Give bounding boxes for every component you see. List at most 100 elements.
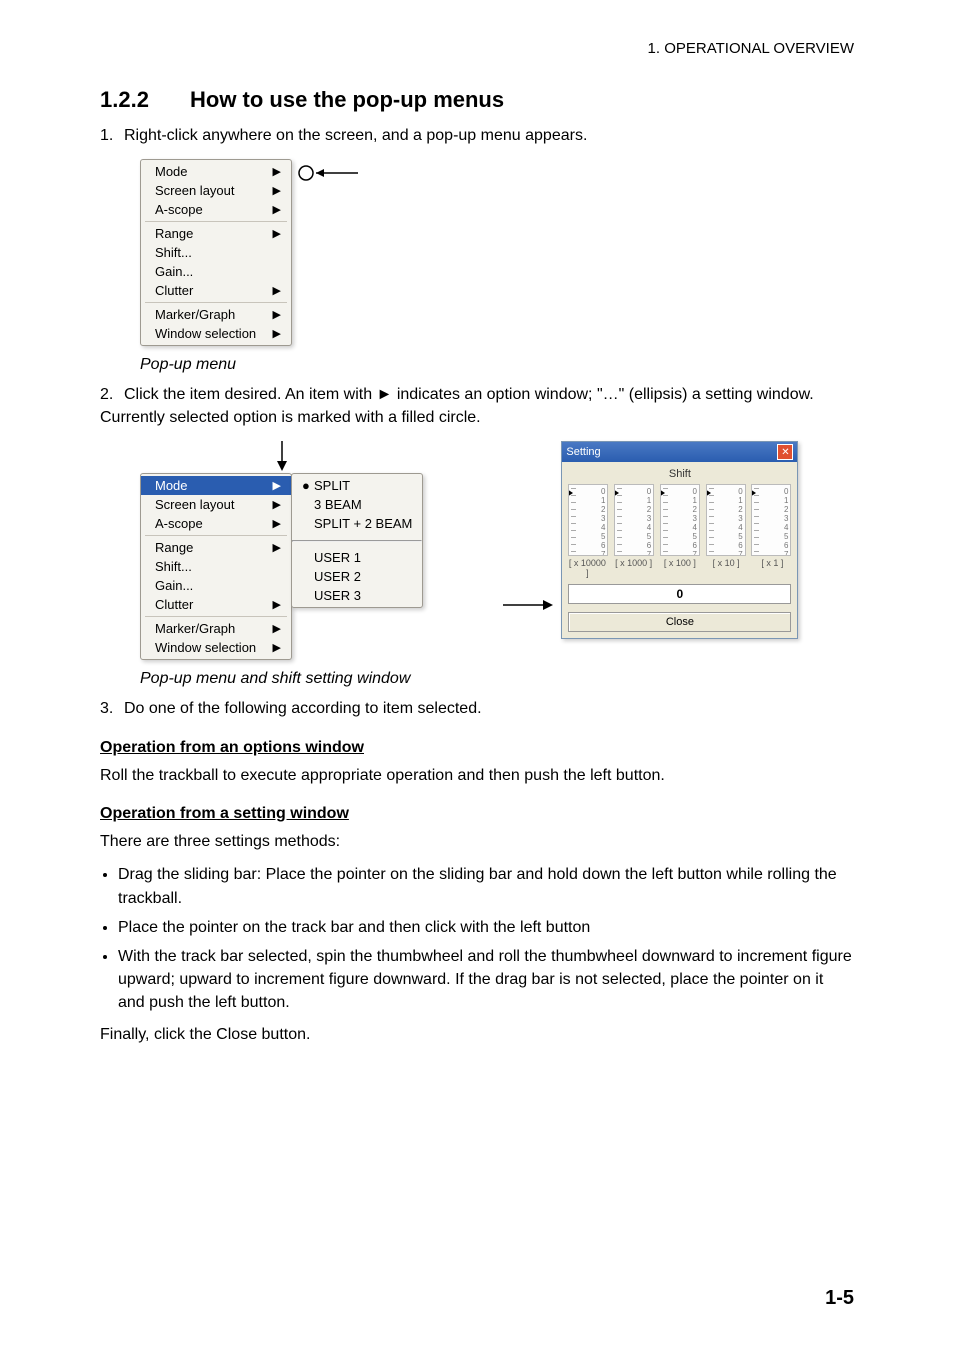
submenu-arrow-icon: ▶ (273, 517, 281, 530)
submenu-item-label: SPLIT (314, 478, 350, 493)
dial-tick-label: 5 (692, 532, 696, 541)
menu-item[interactable]: Screen layout▶ (141, 495, 291, 514)
step-1-num: 1. (100, 125, 124, 147)
step-1: 1.Right-click anywhere on the screen, an… (100, 125, 854, 147)
submenu-arrow-icon: ▶ (273, 641, 281, 654)
submenu-arrow-icon: ▶ (273, 598, 281, 611)
dial-tick-label: 1 (647, 496, 651, 505)
menu-item[interactable]: A-scope▶ (141, 200, 291, 219)
dial-tick-label: 5 (601, 532, 605, 541)
annotation-arrow-down (272, 441, 292, 471)
submenu-item[interactable]: ●SPLIT (292, 476, 422, 495)
dial-tick-label: 6 (784, 541, 788, 550)
submenu-item[interactable]: USER 1 (292, 548, 422, 567)
dial-tick-label: 7 (738, 550, 742, 556)
menu-item[interactable]: Range▶ (141, 538, 291, 557)
subhead-options: Operation from an options window (100, 739, 854, 757)
menu-item-label: Clutter (155, 283, 193, 298)
dial-marker-icon (614, 489, 619, 497)
page-number: 1-5 (825, 1287, 854, 1310)
dial-tick-label: 4 (601, 523, 605, 532)
menu-item[interactable]: Mode▶ (141, 476, 291, 495)
menu-item-label: Mode (155, 164, 188, 179)
multiplier-label: [ x 10000 ] (568, 558, 606, 578)
dial-tick-label: 3 (738, 514, 742, 523)
menu-separator (145, 221, 287, 222)
dial-tick-label: 4 (784, 523, 788, 532)
multiplier-label: [ x 100 ] (661, 558, 699, 578)
dial-marker-icon (751, 489, 756, 497)
menu-item[interactable]: Mode ▶ (141, 162, 291, 181)
menu-item[interactable]: Screen layout▶ (141, 181, 291, 200)
dial-tick-label: 0 (784, 487, 788, 496)
section-heading: 1.2.2How to use the pop-up menus (100, 87, 854, 113)
menu-item-label: Gain... (155, 578, 193, 593)
close-button[interactable]: Close (568, 612, 791, 632)
shift-window-titlebar: Setting ✕ (562, 442, 797, 462)
dial-tick-label: 2 (601, 505, 605, 514)
figure-2-caption: Pop-up menu and shift setting window (140, 670, 854, 688)
menu-item[interactable]: Window selection▶ (141, 638, 291, 657)
dial-tick-label: 2 (692, 505, 696, 514)
menu-item[interactable]: Window selection▶ (141, 324, 291, 343)
dial-tick-label: 6 (647, 541, 651, 550)
multiplier-label: [ x 10 ] (707, 558, 745, 578)
menu-item-label: Shift... (155, 245, 192, 260)
submenu-item[interactable]: 3 BEAM (292, 495, 422, 514)
submenu-item[interactable]: USER 3 (292, 586, 422, 605)
dial[interactable]: 0123456789 (660, 484, 700, 556)
submenu-item-label: USER 2 (314, 569, 361, 584)
multiplier-row: [ x 10000 ][ x 1000 ][ x 100 ][ x 10 ][ … (568, 558, 791, 578)
dial-marker-icon (706, 489, 711, 497)
submenu-arrow-icon: ▶ (273, 284, 281, 297)
menu-item[interactable]: Marker/Graph▶ (141, 619, 291, 638)
dial-tick-label: 1 (692, 496, 696, 505)
dial-tick-label: 0 (738, 487, 742, 496)
menu-item-label: Gain... (155, 264, 193, 279)
dial[interactable]: 0123456789 (568, 484, 608, 556)
figure-2: Mode▶Screen layout▶A-scope▶Range▶Shift..… (140, 441, 854, 660)
menu-item[interactable]: Shift... (141, 557, 291, 576)
menu-item-label: Range (155, 226, 193, 241)
dial-tick-label: 1 (601, 496, 605, 505)
menu-item[interactable]: Shift... (141, 243, 291, 262)
dial[interactable]: 0123456789 (614, 484, 654, 556)
menu-item[interactable]: Clutter ▶ (141, 281, 291, 300)
menu-item-label: Screen layout (155, 183, 235, 198)
dial-tick-label: 6 (692, 541, 696, 550)
menu-item-label: Mode (155, 478, 188, 493)
dial-tick-label: 3 (784, 514, 788, 523)
menu-item[interactable]: Gain... (141, 262, 291, 281)
menu-item[interactable]: Clutter▶ (141, 595, 291, 614)
dial-tick-label: 4 (647, 523, 651, 532)
submenu-arrow-icon: ▶ (273, 227, 281, 240)
menu-item[interactable]: Marker/Graph▶ (141, 305, 291, 324)
shift-setting-window: Setting ✕ Shift 012345678901234567890123… (561, 441, 798, 639)
popup-menu-2: Mode▶Screen layout▶A-scope▶Range▶Shift..… (140, 473, 292, 660)
dial-tick-label: 3 (601, 514, 605, 523)
menu-item[interactable]: Gain... (141, 576, 291, 595)
dial-tick-label: 3 (692, 514, 696, 523)
chapter-header: 1. OPERATIONAL OVERVIEW (100, 40, 854, 57)
dial-tick-label: 0 (692, 487, 696, 496)
submenu-arrow-icon: ▶ (273, 165, 281, 178)
dial-tick-label: 7 (601, 550, 605, 556)
annotation-arrow-left (298, 163, 368, 183)
dial-tick-label: 2 (647, 505, 651, 514)
menu-item-label: A-scope (155, 516, 203, 531)
window-close-icon[interactable]: ✕ (777, 444, 793, 460)
dial-tick-label: 5 (738, 532, 742, 541)
dial-tick-label: 4 (692, 523, 696, 532)
dial-tick-label: 7 (784, 550, 788, 556)
dial[interactable]: 0123456789 (706, 484, 746, 556)
dial-tick-label: 5 (784, 532, 788, 541)
dial-tick-label: 6 (738, 541, 742, 550)
menu-separator (145, 616, 287, 617)
menu-separator (145, 302, 287, 303)
menu-item[interactable]: Range ▶ (141, 224, 291, 243)
step-3-text: Do one of the following according to ite… (124, 700, 482, 717)
submenu-item[interactable]: SPLIT + 2 BEAM (292, 514, 422, 533)
submenu-item[interactable]: USER 2 (292, 567, 422, 586)
menu-item[interactable]: A-scope ▶ (141, 514, 291, 533)
dial[interactable]: 0123456789 (751, 484, 791, 556)
